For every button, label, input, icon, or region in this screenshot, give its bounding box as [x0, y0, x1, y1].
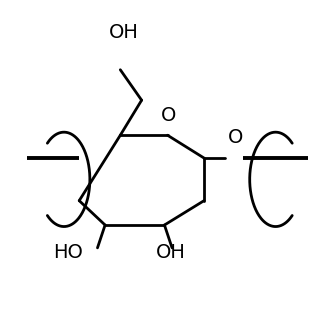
Text: OH: OH: [109, 23, 138, 42]
Text: HO: HO: [54, 243, 83, 262]
Text: O: O: [160, 106, 176, 125]
Text: OH: OH: [155, 243, 186, 262]
Text: O: O: [227, 128, 243, 147]
